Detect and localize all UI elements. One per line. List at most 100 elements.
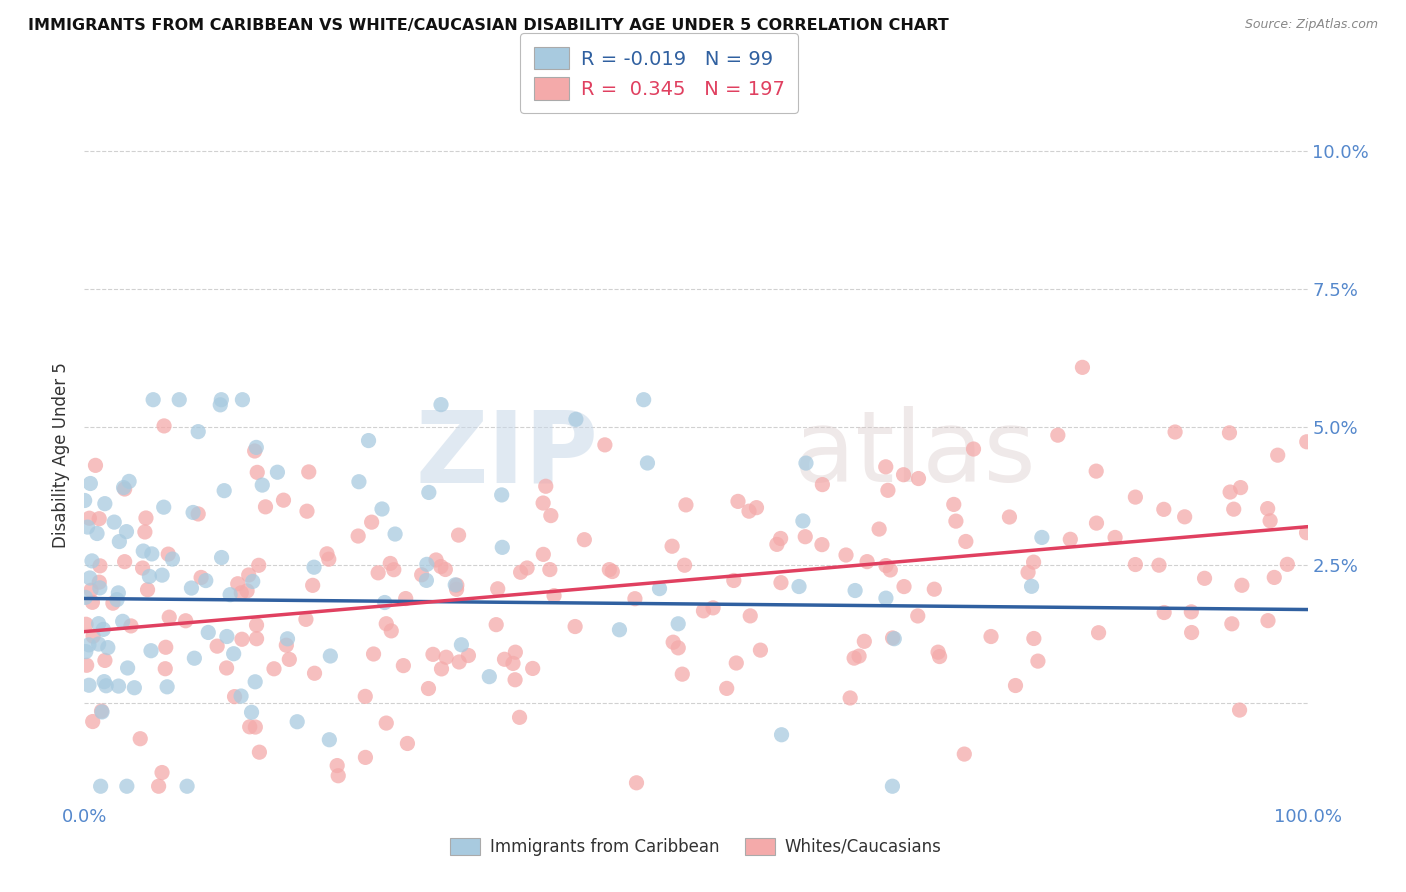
Point: [245, 618, 267, 632]
Point: [636, 456, 658, 470]
Point: [811, 477, 834, 491]
Point: [516, 561, 538, 575]
Point: [75, 645, 97, 659]
Point: [416, 558, 439, 572]
Point: [180, 581, 202, 595]
Point: [318, 552, 340, 566]
Point: [176, 779, 198, 793]
Point: [231, 392, 253, 407]
Point: [112, 481, 135, 495]
Point: [135, 511, 157, 525]
Point: [319, 648, 342, 663]
Point: [749, 643, 772, 657]
Point: [374, 595, 396, 609]
Text: atlas: atlas: [794, 407, 1035, 503]
Point: [875, 459, 897, 474]
Point: [769, 532, 792, 546]
Point: [980, 630, 1002, 644]
Point: [105, 592, 128, 607]
Point: [648, 582, 671, 596]
Point: [945, 514, 967, 528]
Point: [1026, 654, 1049, 668]
Point: [93, 674, 115, 689]
Point: [114, 555, 136, 569]
Point: [522, 661, 544, 675]
Point: [1263, 570, 1285, 584]
Point: [1125, 558, 1147, 572]
Point: [76, 520, 98, 534]
Point: [740, 608, 762, 623]
Point: [1222, 502, 1244, 516]
Point: [212, 483, 235, 498]
Point: [94, 497, 117, 511]
Point: [666, 616, 689, 631]
Point: [211, 550, 233, 565]
Point: [543, 589, 565, 603]
Point: [1085, 516, 1108, 530]
Point: [380, 624, 402, 638]
Point: [219, 588, 242, 602]
Point: [89, 581, 111, 595]
Point: [157, 547, 180, 561]
Point: [478, 670, 501, 684]
Point: [243, 674, 266, 689]
Point: [115, 524, 138, 539]
Point: [243, 444, 266, 458]
Point: [229, 689, 252, 703]
Point: [446, 578, 468, 592]
Point: [1180, 605, 1202, 619]
Point: [1071, 360, 1094, 375]
Point: [215, 661, 238, 675]
Point: [725, 656, 748, 670]
Point: [190, 570, 212, 584]
Point: [318, 732, 340, 747]
Point: [1218, 425, 1240, 440]
Point: [794, 456, 817, 470]
Point: [79, 511, 101, 525]
Point: [509, 710, 531, 724]
Point: [120, 619, 142, 633]
Point: [457, 648, 479, 663]
Point: [132, 544, 155, 558]
Point: [1257, 614, 1279, 628]
Point: [434, 650, 457, 665]
Point: [209, 398, 232, 412]
Point: [564, 619, 586, 633]
Point: [328, 769, 350, 783]
Point: [661, 539, 683, 553]
Point: [1022, 555, 1045, 569]
Point: [94, 653, 117, 667]
Point: [224, 690, 246, 704]
Point: [998, 510, 1021, 524]
Point: [392, 658, 415, 673]
Point: [626, 776, 648, 790]
Point: [1125, 490, 1147, 504]
Point: [107, 679, 129, 693]
Point: [354, 690, 377, 704]
Point: [80, 554, 103, 568]
Point: [842, 651, 865, 665]
Text: Source: ZipAtlas.com: Source: ZipAtlas.com: [1244, 18, 1378, 31]
Point: [114, 482, 136, 496]
Point: [89, 558, 111, 573]
Point: [565, 412, 588, 426]
Point: [87, 637, 110, 651]
Point: [531, 547, 554, 561]
Point: [298, 465, 321, 479]
Point: [301, 578, 323, 592]
Point: [1017, 566, 1039, 580]
Point: [380, 557, 402, 571]
Point: [928, 649, 950, 664]
Point: [194, 574, 217, 588]
Point: [430, 559, 453, 574]
Point: [278, 652, 301, 666]
Point: [89, 512, 111, 526]
Point: [811, 538, 834, 552]
Point: [76, 658, 98, 673]
Point: [844, 583, 866, 598]
Point: [662, 635, 685, 649]
Point: [769, 575, 792, 590]
Point: [354, 750, 377, 764]
Point: [598, 563, 620, 577]
Point: [77, 638, 100, 652]
